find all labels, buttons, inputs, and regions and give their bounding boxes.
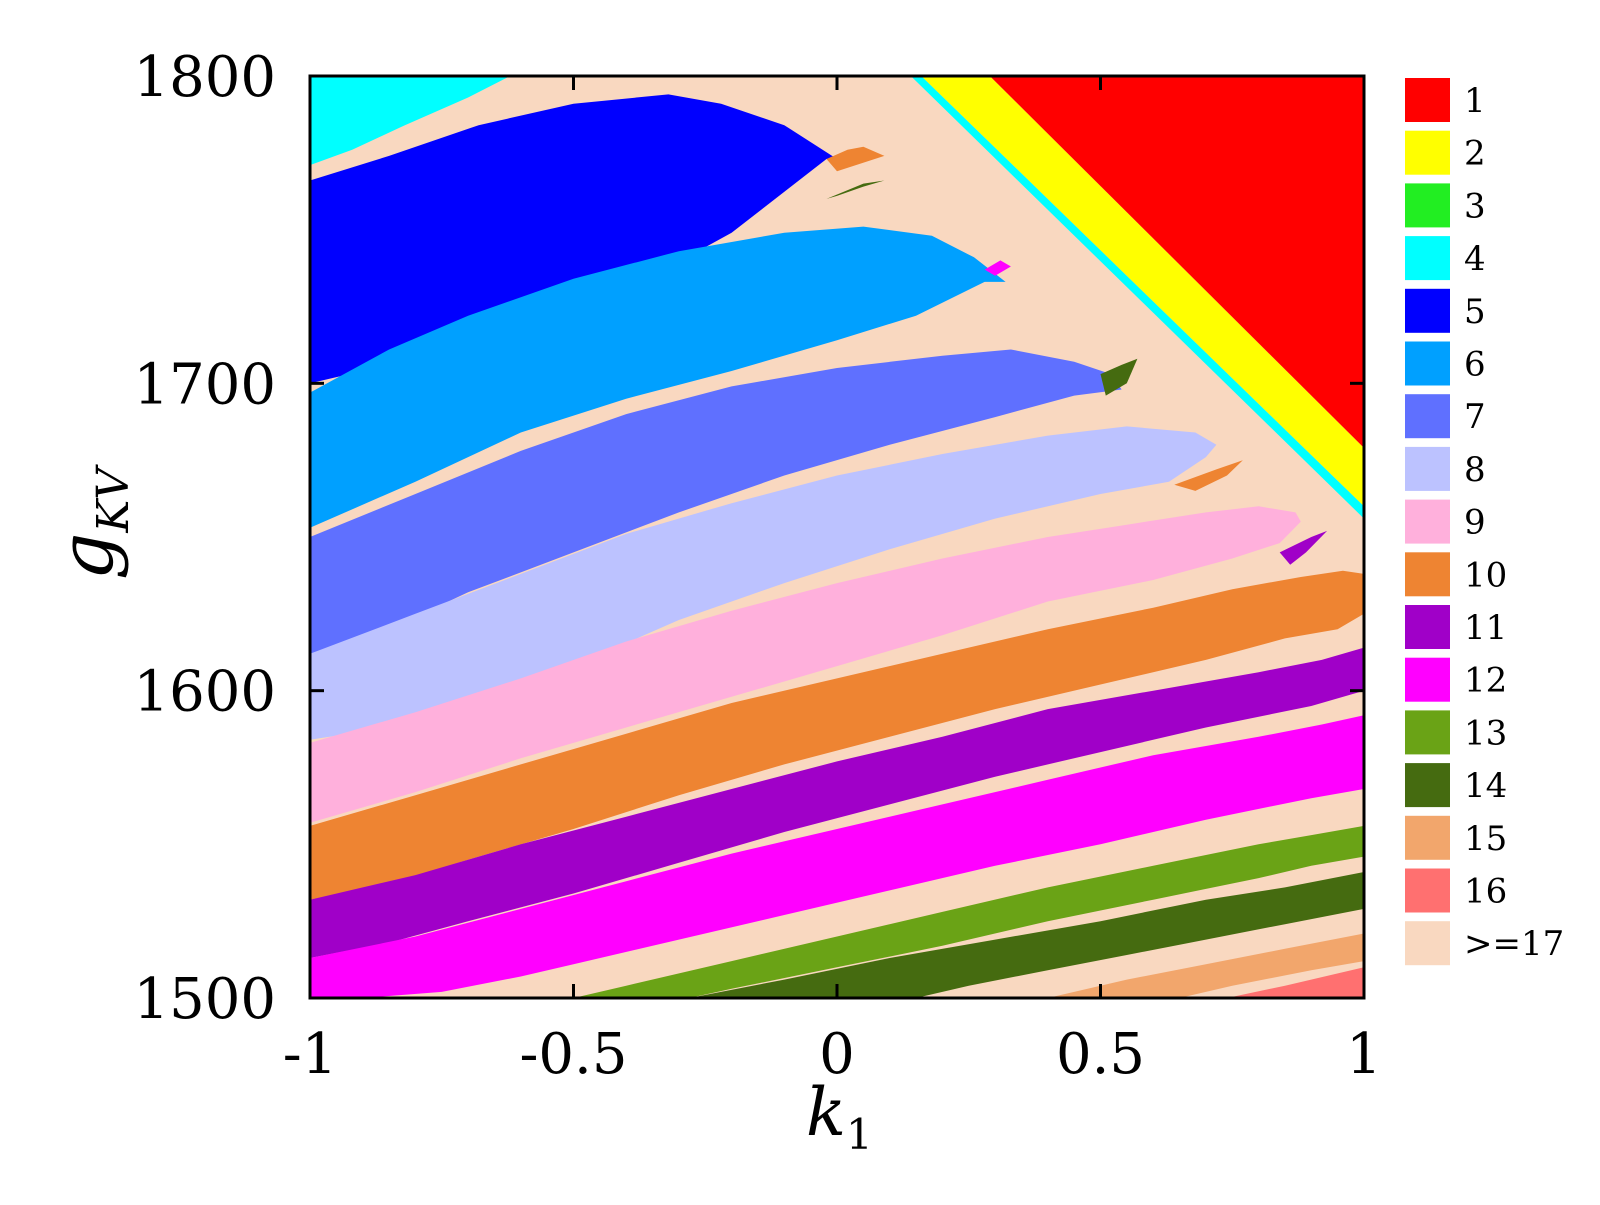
- region-class-11-11: [1279, 530, 1328, 565]
- region-class-13-15: [573, 825, 1364, 998]
- legend-label-6: 7: [1464, 397, 1486, 437]
- region-class-14-3: [826, 180, 885, 199]
- legend-label-11: 12: [1464, 661, 1507, 701]
- legend-swatch-3: [1405, 236, 1450, 281]
- y-tick-label-0: 1500: [133, 967, 276, 1032]
- x-tick-label-3: 0.5: [1056, 1022, 1145, 1087]
- region-class-8-8: [310, 426, 1217, 740]
- legend-label-16: >=17: [1464, 924, 1564, 964]
- region-class-16-18: [1227, 967, 1364, 998]
- legend-swatch-11: [1405, 657, 1450, 702]
- legend-swatch-6: [1405, 394, 1450, 439]
- y-axis-label-main: g: [44, 533, 130, 580]
- region-class-4-19: [910, 76, 1364, 519]
- legend-label-4: 5: [1464, 292, 1486, 332]
- svg-text:gKV: gKV: [44, 464, 139, 580]
- legend-label-10: 11: [1464, 608, 1507, 648]
- region-class-6-4: [310, 226, 1006, 528]
- heatmap-regions: [310, 76, 1364, 998]
- x-tick-label-4: 1: [1346, 1022, 1382, 1087]
- region-class-7-6: [310, 349, 1122, 654]
- region-class-15-17: [1047, 933, 1364, 998]
- x-tick-label-2: 0: [819, 1022, 855, 1087]
- legend-label-13: 14: [1464, 766, 1507, 806]
- region-class-14-7: [1100, 358, 1138, 396]
- x-axis-label-subscript: 1: [846, 1110, 873, 1159]
- legend-swatch-0: [1405, 78, 1450, 122]
- region-class-10-9: [1174, 460, 1243, 491]
- y-tick-label-3: 1800: [133, 45, 276, 110]
- svg-text:k1: k1: [806, 1074, 873, 1159]
- region-class-12-14: [310, 715, 1364, 998]
- region-class-5-1: [310, 94, 837, 384]
- legend-swatch-12: [1405, 710, 1450, 755]
- legend-label-12: 13: [1464, 713, 1507, 753]
- region-class-14-16: [689, 872, 1364, 998]
- legend-label-1: 2: [1464, 134, 1486, 174]
- x-axis-label: k1: [806, 1074, 873, 1159]
- x-axis-label-main: k: [806, 1074, 846, 1151]
- legend-swatch-14: [1405, 815, 1450, 860]
- legend-swatch-15: [1405, 868, 1450, 913]
- legend-swatch-1: [1405, 130, 1450, 175]
- region-class-11-13: [310, 647, 1364, 958]
- legend-swatch-9: [1405, 552, 1450, 597]
- legend-swatch-7: [1405, 446, 1450, 491]
- legend-swatch-5: [1405, 341, 1450, 386]
- region-class-2-20: [921, 76, 1364, 507]
- legend-label-15: 16: [1464, 872, 1507, 912]
- legend-label-2: 3: [1464, 186, 1486, 226]
- legend-label-9: 10: [1464, 555, 1507, 595]
- y-tick-label-1: 1600: [133, 660, 276, 725]
- axis-ticks: -1 -0.5 0 0.5 1 1500 1600 1700 1800: [133, 45, 1381, 1087]
- plot-area: [308, 74, 1366, 1000]
- y-axis-label: gKV: [44, 464, 139, 580]
- legend-label-0: 1: [1464, 81, 1486, 121]
- legend-label-8: 9: [1464, 503, 1486, 543]
- legend-label-5: 6: [1464, 345, 1486, 385]
- x-tick-label-1: -0.5: [520, 1022, 628, 1087]
- region-class-1-21: [989, 76, 1364, 448]
- region-class-4-0: [310, 76, 511, 166]
- region-class-10-12: [310, 570, 1364, 900]
- y-axis-label-subscript: KV: [88, 464, 139, 534]
- legend-label-14: 15: [1464, 819, 1507, 859]
- legend-label-3: 4: [1464, 239, 1486, 279]
- legend-swatch-4: [1405, 288, 1450, 333]
- y-tick-label-2: 1700: [133, 352, 276, 417]
- x-tick-label-0: -1: [283, 1022, 338, 1087]
- region-class-9-10: [310, 506, 1301, 823]
- legend-label-7: 8: [1464, 450, 1486, 490]
- legend-swatch-10: [1405, 605, 1450, 649]
- legend-swatch-2: [1405, 183, 1450, 228]
- legend-swatch-16: [1405, 921, 1450, 966]
- legend-swatch-8: [1405, 499, 1450, 544]
- region-class-12-5: [984, 260, 1011, 276]
- region-class-10-2: [826, 146, 885, 172]
- legend-swatch-13: [1405, 763, 1450, 808]
